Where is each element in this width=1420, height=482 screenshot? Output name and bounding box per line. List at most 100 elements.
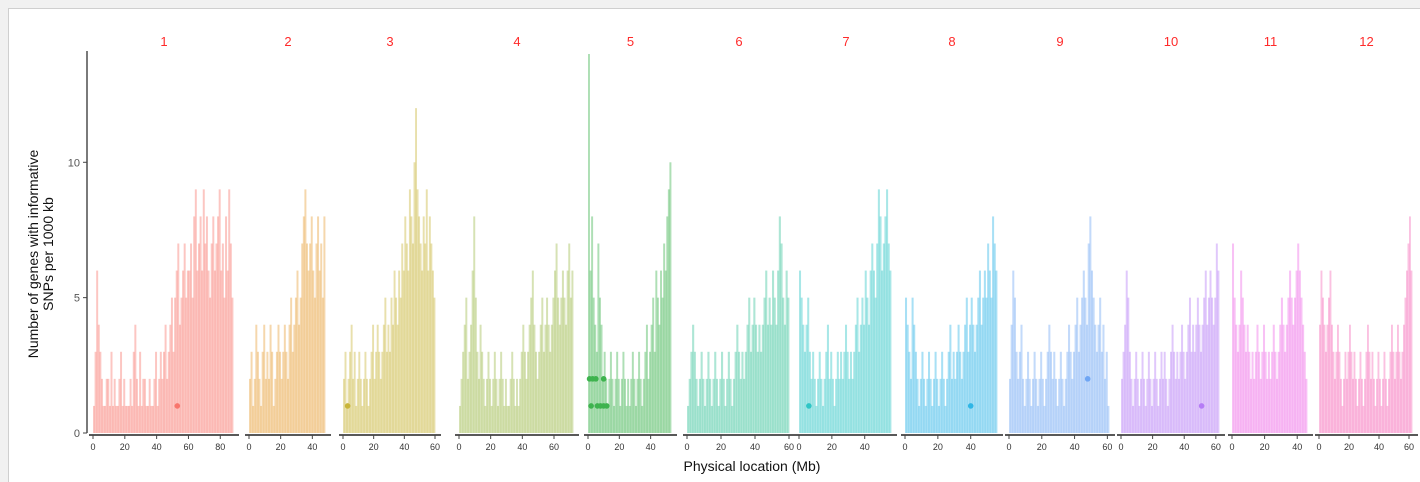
area-bar [188,270,191,433]
area-bar [1300,297,1303,433]
area-bar [404,216,407,433]
area-bar [94,351,97,433]
area-bar [382,324,385,433]
area-bar [1071,378,1074,433]
area-bar [975,324,978,433]
area-bar [205,216,208,433]
area-bar [550,324,553,433]
area-bar [204,243,207,433]
area-bar [727,351,730,433]
area-bar [1346,378,1348,433]
area-bar [591,216,594,433]
area-bar [652,297,655,433]
area-bar [190,243,193,433]
area-bar [527,351,530,433]
area-bar [504,378,507,433]
area-bar [1388,378,1390,433]
area-bar [825,351,828,433]
area-bar [1374,405,1377,433]
area-bar [763,297,766,433]
area-bar [1185,351,1188,433]
area-bar [1084,297,1087,433]
area-bar [408,189,411,433]
area-bar [1259,378,1262,433]
area-bar [1201,324,1204,433]
area-bar [522,324,525,433]
area-bar [277,324,280,433]
area-bar [690,351,693,433]
area-bar [158,378,161,433]
area-bar [249,378,251,433]
area-bar [805,324,808,433]
area-bar [919,378,922,433]
area-bar [717,405,720,433]
x-tick-label: 20 [486,442,496,452]
area-bar [304,189,307,433]
area-bar [186,270,189,433]
area-bar [644,351,647,433]
area-bar [1400,378,1402,433]
area-bar [1200,351,1203,433]
area-bar [151,405,154,433]
area-bar [872,270,875,433]
area-bar [484,405,487,433]
area-bar [1274,351,1277,433]
area-bar [218,189,221,433]
area-bar [155,351,158,433]
area-bar [1331,324,1333,433]
x-tick-label: 0 [456,442,461,452]
area-bar [542,351,545,433]
area-bar [552,297,555,433]
area-bar [622,351,625,433]
area-bar [908,351,911,433]
area-bar [721,351,724,433]
area-bar [221,243,224,433]
area-bar [107,378,110,433]
area-bar [500,351,503,433]
x-tick-label: 60 [1211,442,1221,452]
area-bar [413,162,416,434]
x-tick-label: 80 [215,442,225,452]
area-bar [993,243,996,433]
area-bar [421,270,424,433]
area-bar [271,351,274,433]
area-bar [182,270,185,433]
area-bar [1082,270,1085,433]
x-tick-label: 40 [1374,442,1384,452]
area-bar [744,351,747,433]
area-bar [753,297,756,433]
area-bar [290,297,293,433]
area-bar [710,405,713,433]
area-bar [468,351,471,433]
area-bar [749,351,752,433]
area-bar [743,378,746,433]
area-bar [1100,351,1103,433]
area-bar [1362,405,1365,433]
area-bar [1089,216,1092,433]
area-bar [1151,405,1154,433]
area-bar [1184,378,1187,433]
area-bar [366,378,368,433]
area-bar [487,351,490,433]
x-tick-label: 40 [1179,442,1189,452]
x-tick-label: 40 [152,442,162,452]
x-tick-label: 0 [585,442,590,452]
area-bar [1121,378,1123,433]
area-bar [609,351,612,433]
x-tick-label: 0 [796,442,801,452]
area-bar [120,351,123,433]
y-tick-label: 0 [74,428,80,440]
area-bar [1352,378,1354,433]
area-bar [1146,378,1149,433]
area-bar [1043,405,1046,433]
area-bar [1246,324,1249,433]
area-bar [223,297,226,433]
area-bar [1355,378,1357,433]
area-bar [702,378,705,433]
area-bar [1048,324,1051,433]
area-bar [465,297,468,433]
area-bar [882,243,885,433]
panel-chr-3: 3 0 20 40 60 [339,34,441,452]
area-bar [818,351,821,433]
